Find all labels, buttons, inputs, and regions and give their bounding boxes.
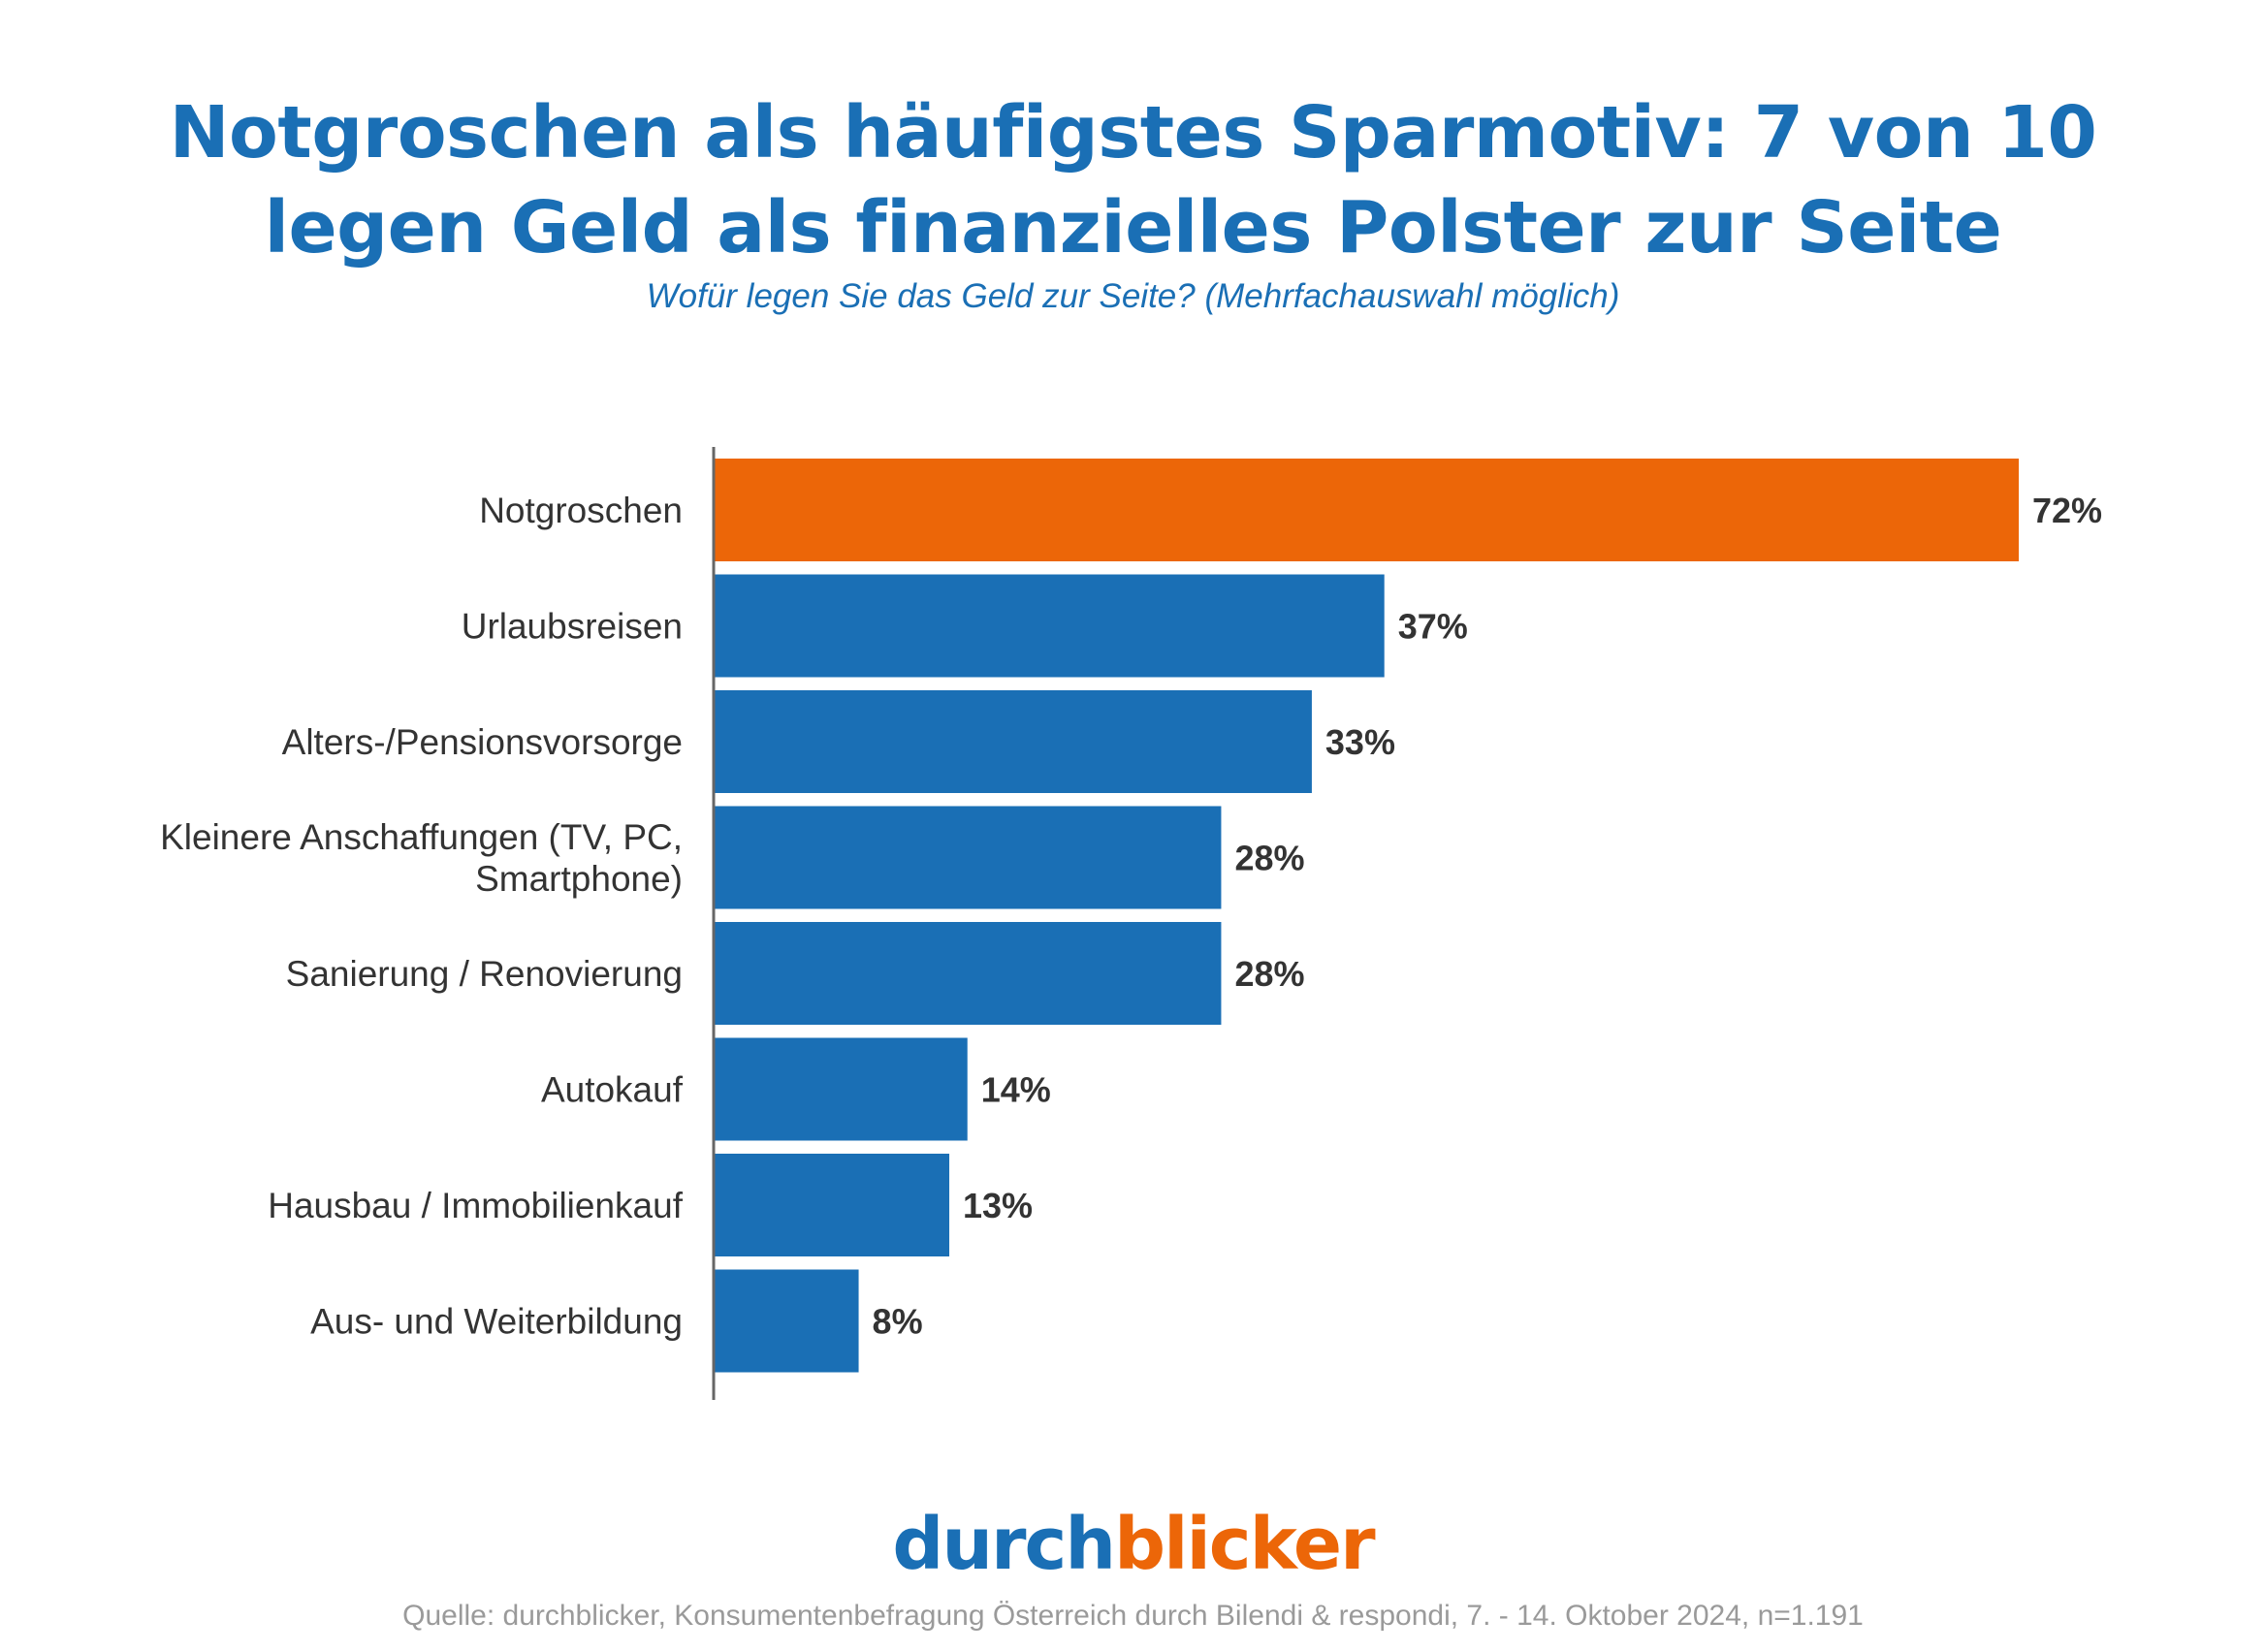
bar-7 [714,1269,859,1373]
bar-2 [714,690,1312,793]
source-note: Quelle: durchblicker, Konsumentenbefragu… [402,1600,1864,1632]
bar-3 [714,806,1222,909]
category-label-1: Urlaubsreisen [462,607,683,647]
bar-6 [714,1154,950,1256]
category-label-6: Hausbau / Immobilienkauf [268,1186,683,1225]
bar-4 [714,922,1222,1025]
category-label-3-line-0: Kleinere Anschaffungen (TV, PC, [160,817,683,857]
value-label-0: 72% [2032,491,2102,530]
durchblicker-logo: durchblicker [0,1501,2266,1588]
value-label-4: 28% [1234,954,1304,994]
logo-part-durch: durch [892,1503,1116,1586]
category-label-7: Aus- und Weiterbildung [310,1302,683,1342]
category-label-4: Sanierung / Renovierung [286,954,683,994]
value-label-7: 8% [873,1302,923,1342]
value-label-6: 13% [963,1186,1033,1225]
category-label-5: Autokauf [541,1070,684,1110]
chart-subtitle: Wofür legen Sie das Geld zur Seite? (Meh… [646,277,1620,315]
value-label-5: 14% [981,1070,1051,1110]
value-label-2: 33% [1325,722,1395,762]
bar-1 [714,574,1385,678]
value-label-1: 37% [1398,607,1468,647]
bar-5 [714,1037,968,1141]
category-label-2: Alters-/Pensionsvorsorge [282,722,683,762]
chart-title: Notgroschen als häufigstes Sparmotiv: 7 … [0,85,2266,275]
logo-part-blicker: blicker [1114,1503,1375,1586]
bar-0 [714,459,2019,561]
category-label-0: Notgroschen [479,491,683,530]
value-label-3: 28% [1234,839,1304,878]
chart-title-line-1: Notgroschen als häufigstes Sparmotiv: 7 … [169,91,2097,175]
category-label-3-line-1: Smartphone) [475,859,683,899]
chart-title-line-2: legen Geld als finanzielles Polster zur … [264,186,2002,270]
